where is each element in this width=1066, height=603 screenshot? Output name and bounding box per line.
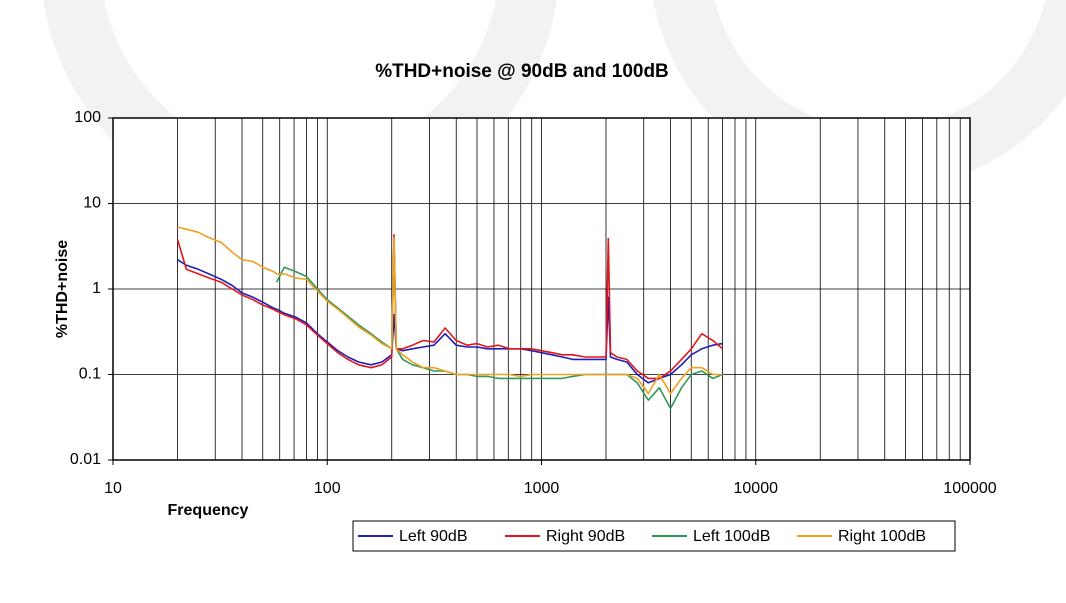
- y-tick-label: 10: [83, 195, 101, 212]
- y-tick-label: 100: [74, 109, 101, 126]
- x-tick-label: 100000: [943, 480, 996, 497]
- y-tick-label: 0.01: [70, 451, 101, 468]
- chart-title: %THD+noise @ 90dB and 100dB: [375, 61, 669, 82]
- legend-label: Left 90dB: [399, 528, 468, 545]
- series-line: [176, 234, 724, 380]
- legend-label: Right 100dB: [838, 528, 926, 545]
- series-line: [275, 241, 723, 410]
- series-line: [177, 226, 723, 395]
- series-line: [177, 259, 723, 384]
- y-tick-label: 0.1: [79, 366, 101, 383]
- x-tick-label: 100: [314, 480, 341, 497]
- x-tick-label: 10000: [734, 480, 779, 497]
- y-tick-label: 1: [92, 280, 101, 297]
- legend-label: Right 90dB: [546, 528, 625, 545]
- x-axis-label: Frequency: [168, 502, 249, 519]
- x-tick-label: 1000: [524, 480, 560, 497]
- x-tick-label: 10: [104, 480, 122, 497]
- plot-border: [112, 117, 971, 461]
- legend-label: Left 100dB: [693, 528, 770, 545]
- y-axis-label: %THD+noise: [54, 240, 71, 338]
